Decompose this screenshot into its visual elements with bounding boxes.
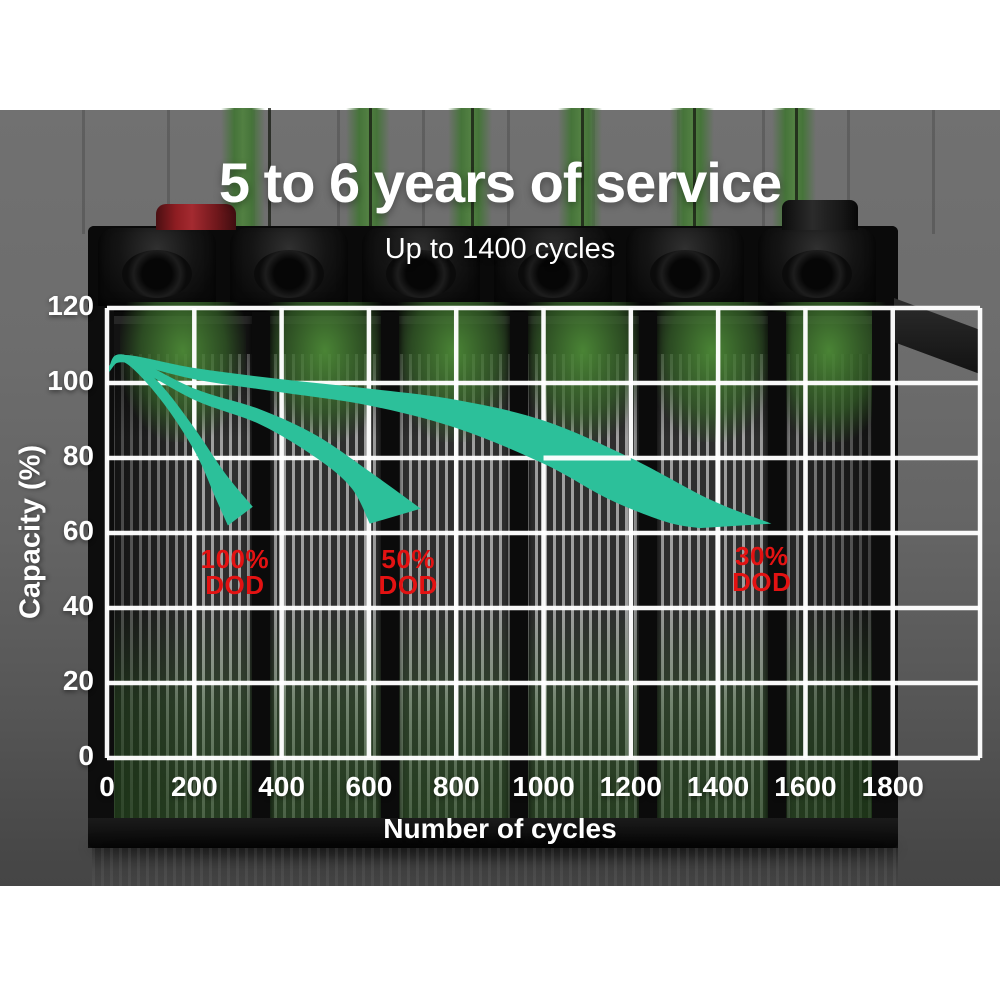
y-axis-title: Capacity (%)	[14, 444, 47, 620]
y-tick-label: 100	[47, 365, 94, 396]
vent-tube-line	[693, 108, 696, 232]
cell-separator	[639, 312, 657, 824]
battery-cap	[98, 228, 216, 312]
battery-floor-reflection	[92, 848, 898, 886]
cell-glow-streak	[448, 108, 492, 236]
dod-label: 30% DOD	[732, 543, 791, 595]
x-tick-label: 1200	[599, 771, 662, 802]
cell-glow-streak	[346, 108, 390, 236]
y-tick-label: 60	[62, 515, 94, 546]
battery-negative-terminal	[782, 200, 858, 230]
vent-tube-line	[471, 108, 474, 232]
battery-cap	[362, 228, 480, 312]
y-tick-label: 20	[62, 665, 94, 696]
dod-label: 50% DOD	[379, 546, 438, 598]
battery-cap	[758, 228, 876, 312]
green-cell-dome	[262, 302, 388, 442]
vent-tube-line	[268, 108, 271, 232]
green-cell-dome	[391, 302, 517, 442]
y-tick-label: 120	[47, 290, 94, 321]
x-axis-title: Number of cycles	[383, 813, 617, 844]
green-cell-dome	[520, 302, 646, 442]
vent-tube-line	[795, 108, 798, 232]
dod-label-line: 30%	[734, 540, 789, 571]
dod-label-line: DOD	[205, 570, 265, 601]
vent-tube-line	[581, 108, 584, 232]
dod-label-line: DOD	[732, 566, 792, 597]
page-title: 5 to 6 years of service	[218, 151, 782, 214]
battery-green-tint-bottom	[112, 606, 872, 820]
y-tick-label: 40	[62, 590, 94, 621]
dod-label-line: DOD	[378, 570, 438, 601]
y-tick-label: 0	[78, 740, 94, 771]
cell-glow-streak	[670, 108, 714, 236]
x-tick-label: 1400	[686, 771, 750, 802]
x-tick-label: 1000	[512, 771, 575, 802]
x-tick-label: 1600	[774, 771, 837, 802]
battery-cap	[494, 228, 612, 312]
x-tick-label: 0	[99, 771, 115, 802]
battery-positive-terminal	[156, 204, 236, 230]
cell-separator	[510, 312, 528, 824]
x-tick-label: 200	[170, 771, 218, 802]
x-tick-label: 400	[258, 771, 305, 802]
x-tick-label: 1800	[861, 771, 924, 802]
x-tick-label: 800	[432, 771, 480, 802]
dod-label: 100% DOD	[201, 546, 270, 598]
page-subtitle: Up to 1400 cycles	[384, 233, 616, 265]
cell-glow-streak	[558, 108, 602, 236]
cell-separator	[768, 312, 786, 824]
green-cell-dome	[120, 302, 246, 442]
x-tick-label: 600	[345, 771, 393, 802]
vent-tube-line	[369, 108, 372, 232]
green-cell-dome	[649, 302, 775, 442]
green-cell-dome	[766, 302, 892, 442]
battery-cap	[626, 228, 744, 312]
dod-label-line: 100%	[200, 544, 270, 575]
battery-photo	[88, 226, 898, 848]
dod-label-line: 50%	[381, 544, 435, 575]
battery-cap	[230, 228, 348, 312]
y-tick-label: 80	[62, 440, 94, 471]
battery-right-frame	[872, 306, 898, 848]
